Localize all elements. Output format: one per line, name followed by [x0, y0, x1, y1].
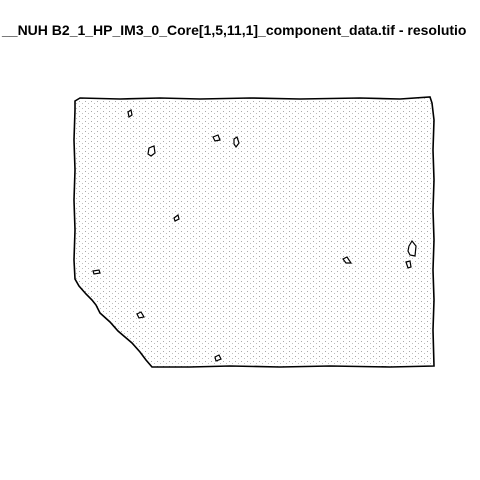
- plot-title: __NUH B2_1_HP_IM3_0_Core[1,5,11,1]_compo…: [2, 22, 467, 38]
- hole-outline: [136, 311, 145, 319]
- hole-outline: [92, 269, 101, 275]
- hole-outline: [214, 354, 222, 362]
- hole-outline: [173, 213, 180, 222]
- hole-outline: [147, 145, 156, 157]
- hole-outline: [407, 239, 417, 257]
- hole-outline: [127, 109, 133, 118]
- hole-outline: [233, 136, 240, 149]
- hole-outline: [212, 134, 221, 142]
- hole-outline: [405, 260, 412, 269]
- hole-outline: [342, 256, 353, 264]
- tissue-region: [73, 96, 435, 368]
